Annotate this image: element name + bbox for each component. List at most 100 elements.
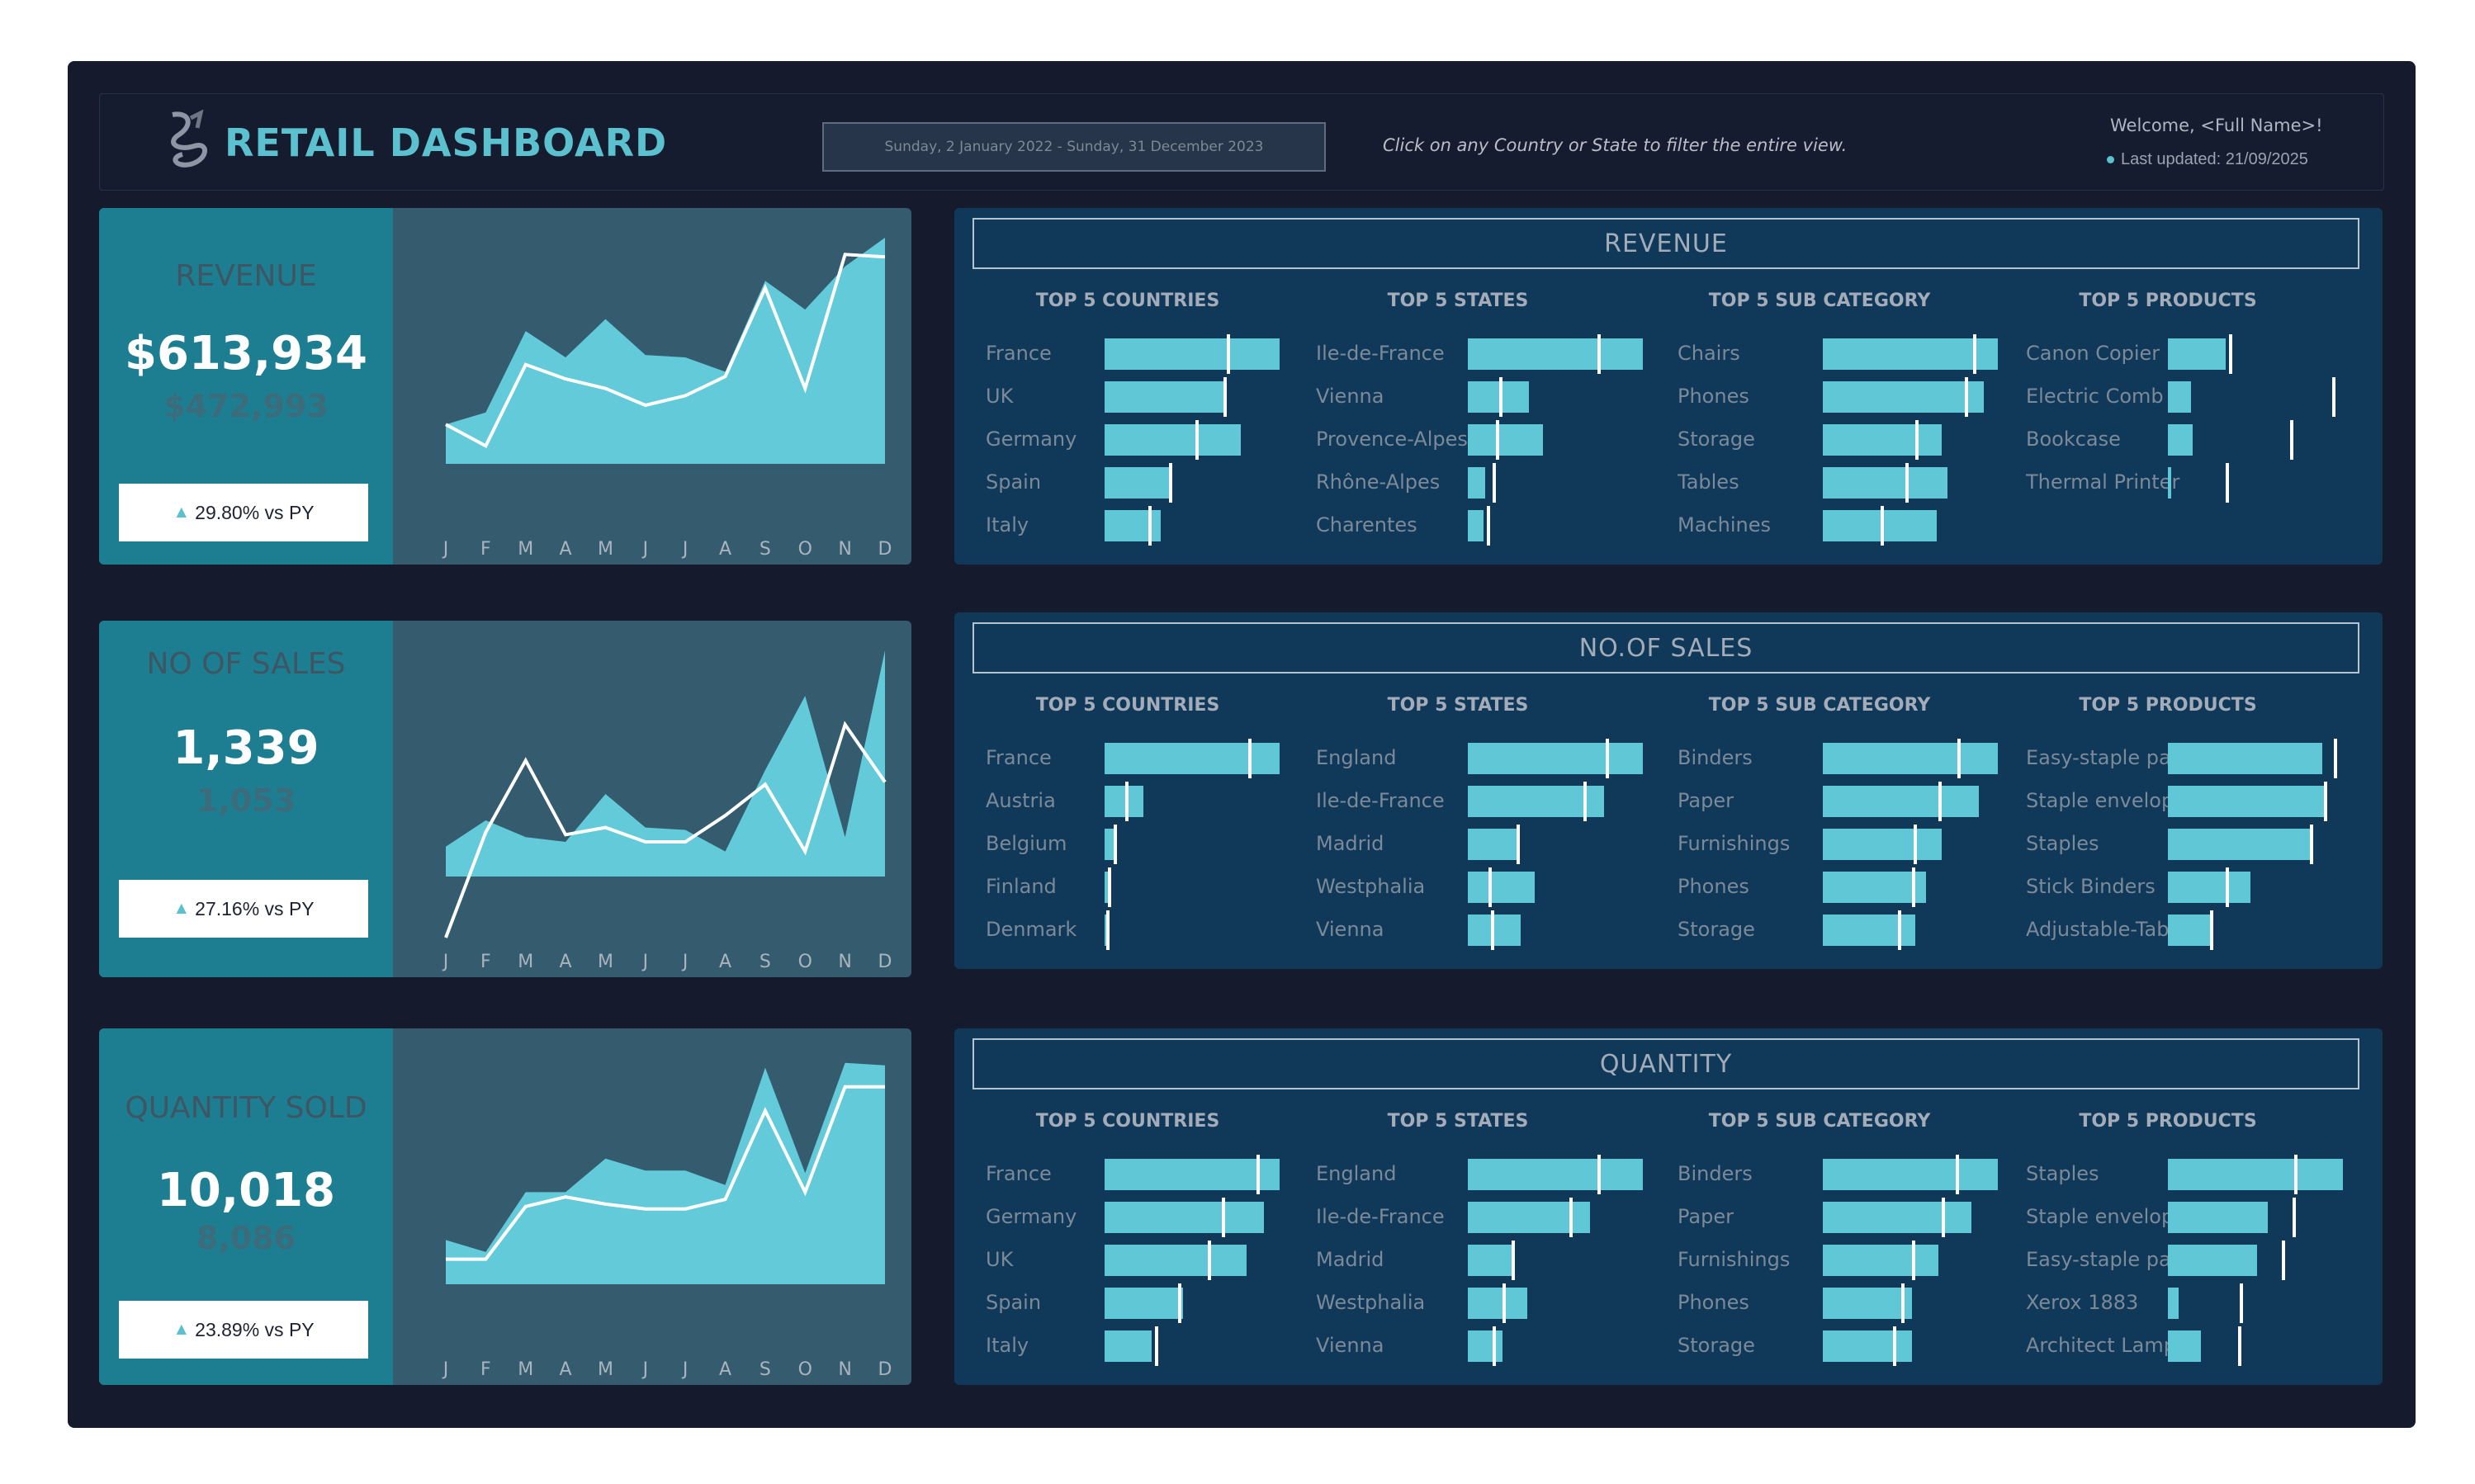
value-bar[interactable] xyxy=(2168,1245,2258,1276)
bar-row-label[interactable]: Architect Lamp xyxy=(2026,1334,2176,1357)
value-bar[interactable] xyxy=(2168,1288,2179,1319)
bar-row-label[interactable]: Machines xyxy=(1678,513,1771,536)
value-bar[interactable] xyxy=(1105,1245,1247,1276)
value-bar[interactable] xyxy=(2168,915,2212,946)
bar-row-label[interactable]: Rhône-Alpes xyxy=(1316,470,1441,494)
bar-row-label[interactable]: Tables xyxy=(1678,470,1739,494)
bar-row-label[interactable]: Belgium xyxy=(986,832,1067,855)
bar-row-label[interactable]: Stick Binders xyxy=(2026,875,2156,898)
value-bar[interactable] xyxy=(1823,424,1943,456)
value-bar[interactable] xyxy=(2168,743,2322,774)
value-bar[interactable] xyxy=(1468,786,1605,817)
value-bar[interactable] xyxy=(1823,872,1927,903)
bar-row-label[interactable]: Canon Copier xyxy=(2026,342,2160,365)
value-bar[interactable] xyxy=(2168,424,2193,456)
bar-row-label[interactable]: Austria xyxy=(986,789,1056,812)
bar-row-label[interactable]: Phones xyxy=(1678,1291,1749,1314)
value-bar[interactable] xyxy=(1105,1288,1184,1319)
bar-row-label[interactable]: Thermal Printer xyxy=(2026,470,2180,494)
value-bar[interactable] xyxy=(2168,381,2191,413)
value-bar[interactable] xyxy=(1823,1159,1998,1190)
value-bar[interactable] xyxy=(2168,1202,2268,1233)
bar-row-label[interactable]: Paper xyxy=(1678,1205,1734,1228)
bar-row-label[interactable]: Phones xyxy=(1678,875,1749,898)
value-bar[interactable] xyxy=(1105,829,1115,860)
bar-row-label[interactable]: France xyxy=(986,746,1052,769)
value-bar[interactable] xyxy=(1105,467,1170,499)
bar-row-label[interactable]: Storage xyxy=(1678,918,1755,941)
bar-row-label[interactable]: Ile-de-France xyxy=(1316,1205,1445,1228)
bar-row-label[interactable]: Finland xyxy=(986,875,1057,898)
bar-row-label[interactable]: Electric Comb xyxy=(2026,385,2164,408)
bar-row-label[interactable]: Easy-staple pa.. xyxy=(2026,746,2184,769)
bar-row-label[interactable]: Furnishings xyxy=(1678,832,1791,855)
value-bar[interactable] xyxy=(1468,1159,1643,1190)
value-bar[interactable] xyxy=(2168,338,2226,370)
value-bar[interactable] xyxy=(1468,915,1521,946)
value-bar[interactable] xyxy=(1105,786,1143,817)
bar-row-label[interactable]: Phones xyxy=(1678,385,1749,408)
bar-row-label[interactable]: Madrid xyxy=(1316,1248,1384,1271)
bar-row-label[interactable]: England xyxy=(1316,1162,1397,1185)
value-bar[interactable] xyxy=(1823,743,1998,774)
value-bar[interactable] xyxy=(1105,872,1110,903)
bar-row-label[interactable]: Storage xyxy=(1678,1334,1755,1357)
value-bar[interactable] xyxy=(1823,381,1985,413)
value-bar[interactable] xyxy=(2168,829,2310,860)
bar-row-label[interactable]: England xyxy=(1316,746,1397,769)
value-bar[interactable] xyxy=(1823,915,1916,946)
value-bar[interactable] xyxy=(1823,338,1998,370)
bar-row-label[interactable]: Germany xyxy=(986,1205,1077,1228)
value-bar[interactable] xyxy=(1823,467,1947,499)
bar-row-label[interactable]: UK xyxy=(986,1248,1014,1271)
value-bar[interactable] xyxy=(1823,1202,1972,1233)
value-bar[interactable] xyxy=(1468,1330,1503,1362)
bar-row-label[interactable]: Vienna xyxy=(1316,385,1384,408)
value-bar[interactable] xyxy=(1823,1288,1913,1319)
bar-row-label[interactable]: Xerox 1883 xyxy=(2026,1291,2139,1314)
value-bar[interactable] xyxy=(1105,1159,1280,1190)
bar-row-label[interactable]: Binders xyxy=(1678,1162,1753,1185)
bar-row-label[interactable]: Ile-de-France xyxy=(1316,789,1445,812)
value-bar[interactable] xyxy=(1105,510,1161,541)
bar-row-label[interactable]: Chairs xyxy=(1678,342,1740,365)
bar-row-label[interactable]: Madrid xyxy=(1316,832,1384,855)
value-bar[interactable] xyxy=(1105,424,1242,456)
kpi-card-sales[interactable]: NO OF SALES 1,339 1,053 ▲ 27.16% vs PY J F… xyxy=(99,621,911,977)
bar-row-label[interactable]: Staples xyxy=(2026,832,2099,855)
value-bar[interactable] xyxy=(1823,1330,1913,1362)
value-bar[interactable] xyxy=(1468,510,1484,541)
bar-row-label[interactable]: Adjustable-Tab.. xyxy=(2026,918,2182,941)
value-bar[interactable] xyxy=(1468,467,1486,499)
value-bar[interactable] xyxy=(1105,1330,1152,1362)
value-bar[interactable] xyxy=(1105,743,1280,774)
value-bar[interactable] xyxy=(1823,510,1937,541)
value-bar[interactable] xyxy=(1823,1245,1938,1276)
bar-row-label[interactable]: Italy xyxy=(986,1334,1029,1357)
value-bar[interactable] xyxy=(1105,1202,1264,1233)
value-bar[interactable] xyxy=(1468,338,1643,370)
bar-row-label[interactable]: Staple envelope xyxy=(2026,1205,2186,1228)
bar-row-label[interactable]: Charentes xyxy=(1316,513,1417,536)
value-bar[interactable] xyxy=(1468,424,1544,456)
bar-row-label[interactable]: Westphalia xyxy=(1316,1291,1426,1314)
value-bar[interactable] xyxy=(1468,829,1517,860)
value-bar[interactable] xyxy=(1105,381,1224,413)
value-bar[interactable] xyxy=(1105,338,1280,370)
bar-row-label[interactable]: France xyxy=(986,1162,1052,1185)
bar-row-label[interactable]: Staples xyxy=(2026,1162,2099,1185)
bar-row-label[interactable]: Ile-de-France xyxy=(1316,342,1445,365)
value-bar[interactable] xyxy=(1468,1288,1528,1319)
bar-row-label[interactable]: Spain xyxy=(986,1291,1042,1314)
date-range-filter[interactable]: Sunday, 2 January 2022 - Sunday, 31 Dece… xyxy=(822,122,1326,172)
value-bar[interactable] xyxy=(1823,786,1979,817)
bar-row-label[interactable]: Bookcase xyxy=(2026,428,2121,451)
value-bar[interactable] xyxy=(2168,467,2172,499)
bar-row-label[interactable]: Staple envelope xyxy=(2026,789,2186,812)
bar-row-label[interactable]: Provence-Alpes xyxy=(1316,428,1468,451)
kpi-card-quantity[interactable]: QUANTITY SOLD 10,018 8,086 ▲ 23.89% vs PY… xyxy=(99,1028,911,1385)
bar-row-label[interactable]: Vienna xyxy=(1316,1334,1384,1357)
value-bar[interactable] xyxy=(1468,743,1643,774)
value-bar[interactable] xyxy=(2168,1330,2202,1362)
bar-row-label[interactable]: Spain xyxy=(986,470,1042,494)
